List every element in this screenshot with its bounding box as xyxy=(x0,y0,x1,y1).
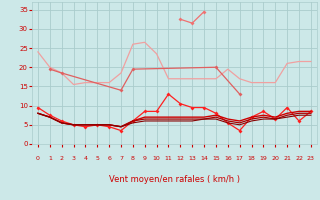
X-axis label: Vent moyen/en rafales ( km/h ): Vent moyen/en rafales ( km/h ) xyxy=(109,175,240,184)
